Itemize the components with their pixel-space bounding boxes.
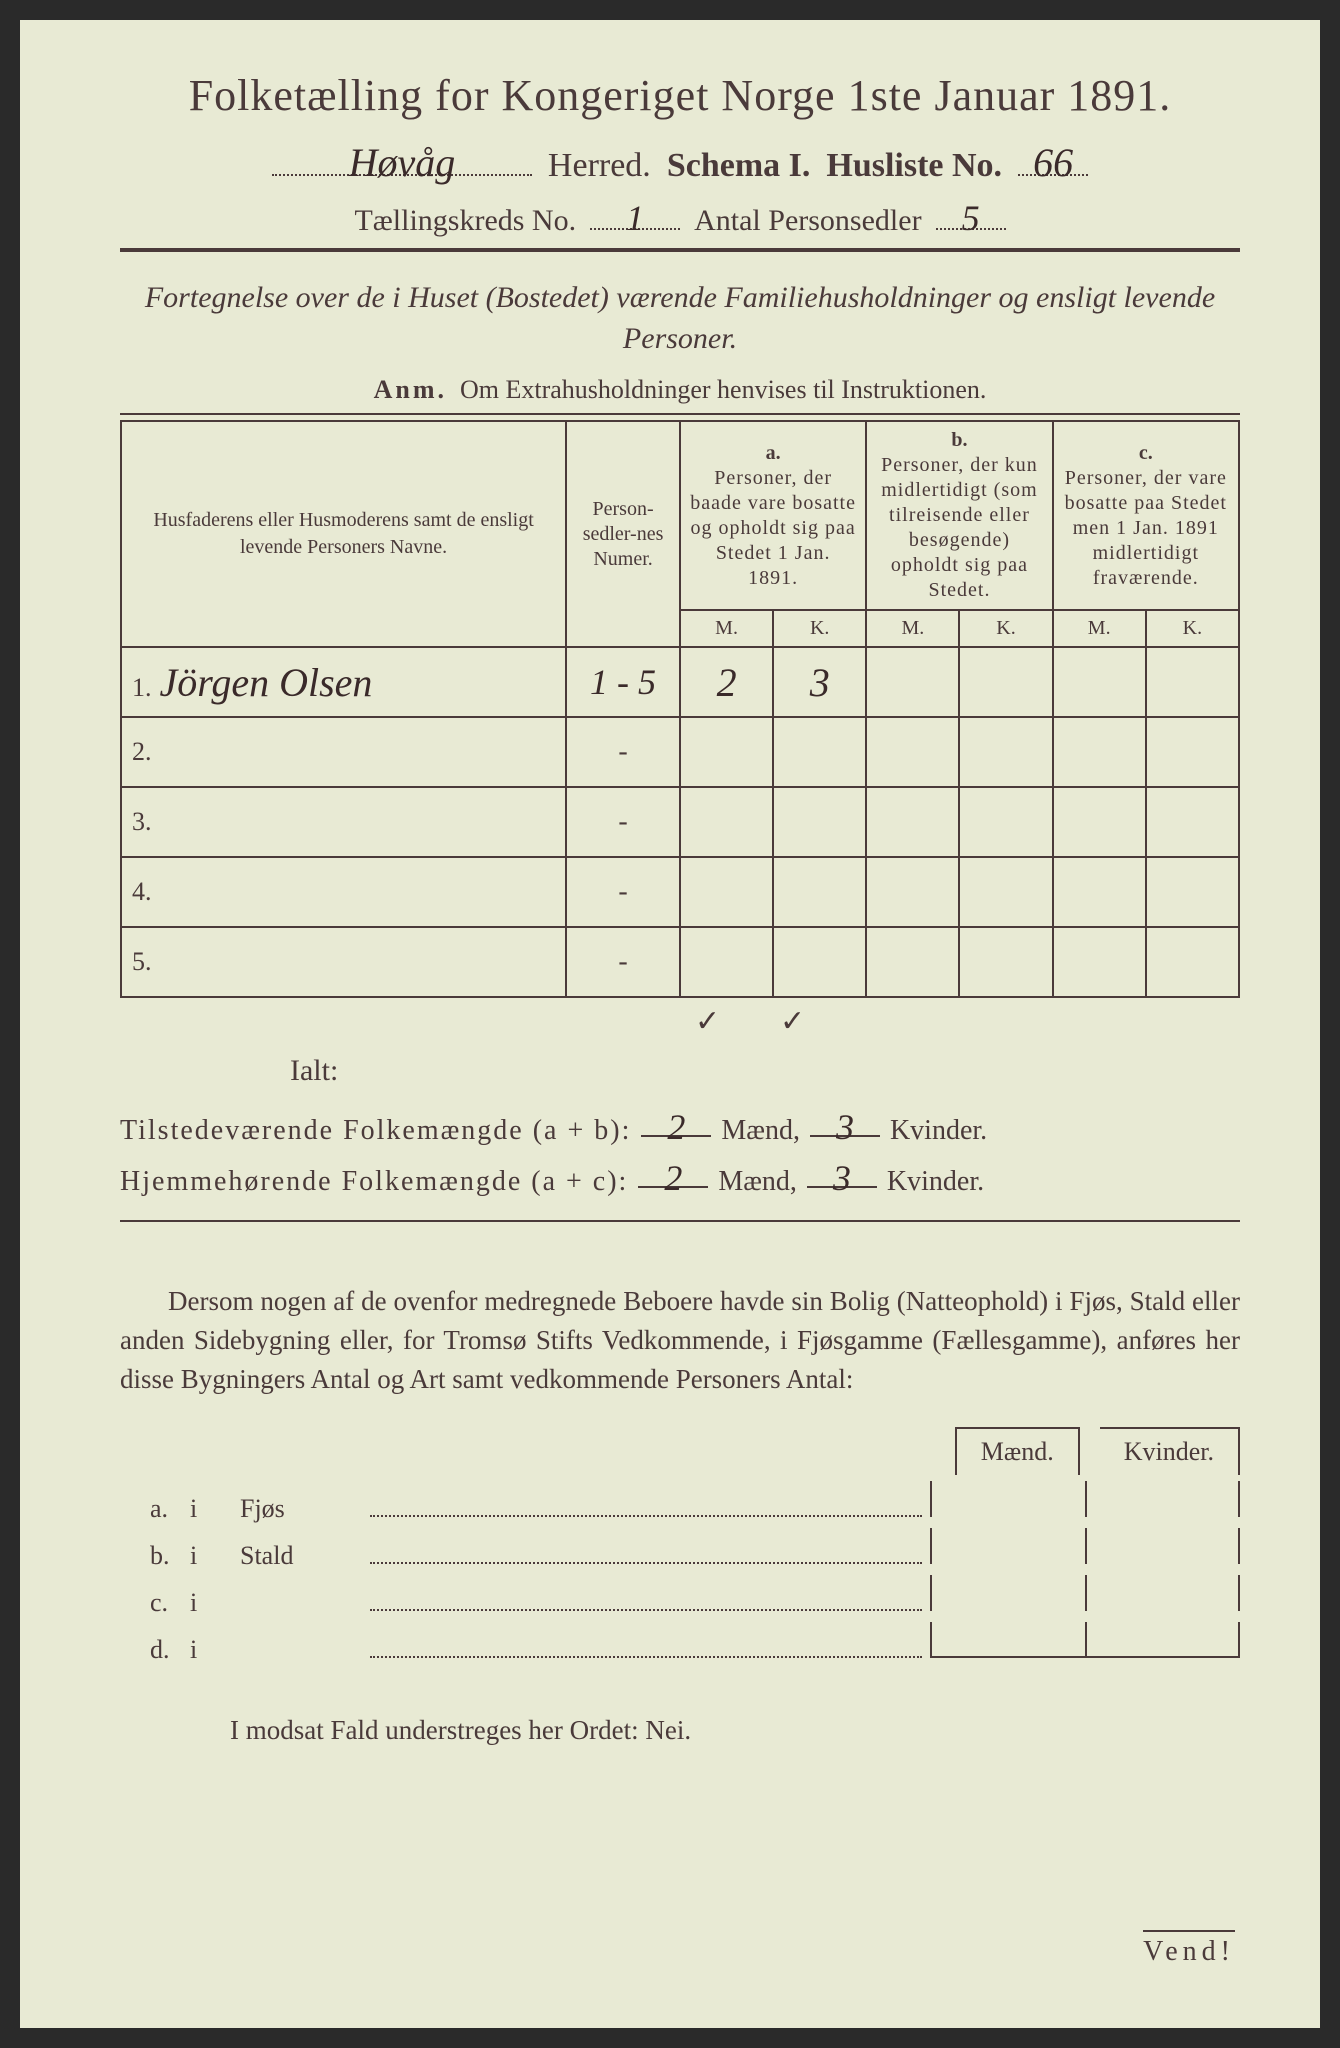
sum-present: Tilstedeværende Folkemængde (a + b): 2 M…: [120, 1106, 1240, 1147]
schema-label: Schema I.: [667, 147, 811, 185]
outbuilding-paragraph: Dersom nogen af de ovenfor medregnede Be…: [120, 1282, 1240, 1399]
check-icon: ✓: [695, 1004, 720, 1039]
sum-resident: Hjemmehørende Folkemængde (a + c): 2 Mæn…: [120, 1157, 1240, 1198]
vend-label: Vend!: [1143, 1930, 1235, 1968]
outbuilding-row: c.i: [120, 1575, 1240, 1618]
col-c-k: K.: [1146, 610, 1239, 647]
household-table: Husfaderens eller Husmoderens samt de en…: [120, 420, 1240, 998]
antal-value: 5: [962, 198, 980, 238]
col-b-m: M.: [866, 610, 959, 647]
outbuilding-row: d.i: [120, 1622, 1240, 1665]
table-row: 5. -: [121, 927, 1239, 997]
maend-label: Mænd.: [955, 1427, 1080, 1475]
subtitle: Fortegnelse over de i Huset (Bostedet) v…: [120, 278, 1240, 359]
nei-line: I modsat Fald understreges her Ordet: Ne…: [230, 1715, 1240, 1746]
col-a-header: a.Personer, der baade vare bosatte og op…: [680, 421, 866, 610]
col-name-header: Husfaderens eller Husmoderens samt de en…: [121, 421, 566, 647]
table-row: 2. -: [121, 717, 1239, 787]
check-icon: ✓: [780, 1004, 805, 1039]
col-b-k: K.: [959, 610, 1052, 647]
divider: [120, 248, 1240, 252]
herred-label: Herred.: [548, 147, 651, 185]
outbuilding-row: a.i Fjøs: [120, 1481, 1240, 1524]
herred-value: Høvåg: [349, 140, 456, 185]
col-a-m: M.: [680, 610, 773, 647]
census-form-page: Folketælling for Kongeriget Norge 1ste J…: [20, 20, 1320, 2028]
col-c-m: M.: [1053, 610, 1146, 647]
header-line-3: Tællingskreds No. 1 Antal Personsedler 5: [120, 197, 1240, 238]
table-row: 4. -: [121, 857, 1239, 927]
outbuilding-row: b.i Stald: [120, 1528, 1240, 1571]
table-row: 3. -: [121, 787, 1239, 857]
col-a-k: K.: [773, 610, 866, 647]
antal-label: Antal Personsedler: [694, 204, 921, 238]
husliste-no: 66: [1033, 140, 1073, 185]
header-line-2: Høvåg Herred. Schema I. Husliste No. 66: [120, 139, 1240, 185]
ialt-label: Ialt:: [290, 1054, 1240, 1088]
col-b-header: b.Personer, der kun midlertidigt (som ti…: [866, 421, 1052, 610]
anm-line: Anm. Om Extrahusholdninger henvises til …: [120, 375, 1240, 405]
divider: [120, 1220, 1240, 1222]
kreds-no: 1: [626, 198, 644, 238]
person-name: Jörgen Olsen: [160, 660, 373, 705]
kvinder-label: Kvinder.: [1100, 1427, 1240, 1475]
check-marks: ✓ ✓: [120, 1004, 1240, 1044]
divider: [120, 413, 1240, 415]
page-title: Folketælling for Kongeriget Norge 1ste J…: [120, 70, 1240, 121]
col-c-header: c.Personer, der vare bosatte paa Stedet …: [1053, 421, 1239, 610]
col-num-header: Person-sedler-nes Numer.: [566, 421, 680, 647]
mk-header: Mænd. Kvinder.: [120, 1427, 1240, 1475]
kreds-label: Tællingskreds No.: [354, 204, 576, 238]
husliste-label: Husliste No.: [826, 147, 1002, 185]
table-row: 1.Jörgen Olsen 1 - 5 2 3: [121, 647, 1239, 717]
